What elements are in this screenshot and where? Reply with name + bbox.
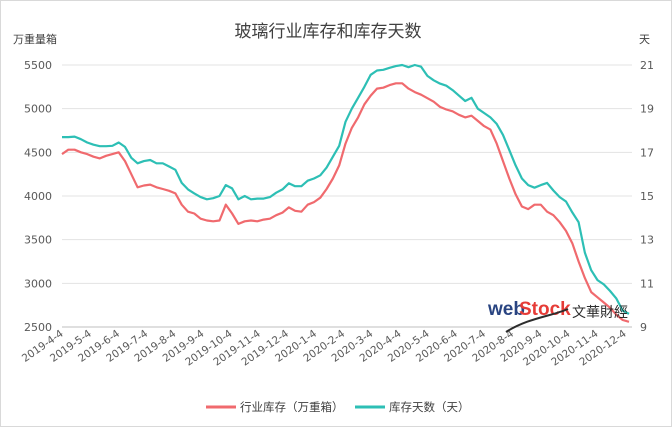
y-right-tick-label: 19 [640,103,654,116]
y-right-tick-label: 11 [640,277,654,290]
series-line-inventory [61,82,630,323]
legend: 行业库存（万重箱） 库存天数（天） [206,400,470,414]
y-left-tick-label: 5500 [24,59,52,72]
y-left-tick-label: 4000 [24,190,52,203]
y-left-tick-label: 2500 [24,321,52,334]
y-right-tick-label: 21 [640,59,654,72]
y-right-tick-label: 15 [640,190,654,203]
left-axis-unit: 万重量箱 [13,32,57,46]
y-right-tick-label: 17 [640,146,654,159]
watermark-cn: 文華財經 [572,305,628,321]
right-axis-unit: 天 [639,33,650,46]
y-left-tick-label: 4500 [24,146,52,159]
watermark-stock: Stock [519,299,571,320]
legend-label-inventory: 行业库存（万重箱） [240,400,344,414]
y-right-tick-label: 9 [640,321,647,334]
y-left-tick-label: 3000 [24,277,52,290]
watermark-logo: web Stock 文華財經 [487,299,628,333]
chart-title: 玻璃行业库存和库存天数 [235,22,422,42]
y-left-tick-label: 3500 [24,234,52,247]
y-right-tick-label: 13 [640,234,654,247]
watermark-swoosh [505,308,569,333]
y-left-tick-label: 5000 [24,103,52,116]
series-line-days [62,63,630,315]
watermark-web: web [487,299,525,320]
legend-label-days: 库存天数（天） [389,400,470,414]
